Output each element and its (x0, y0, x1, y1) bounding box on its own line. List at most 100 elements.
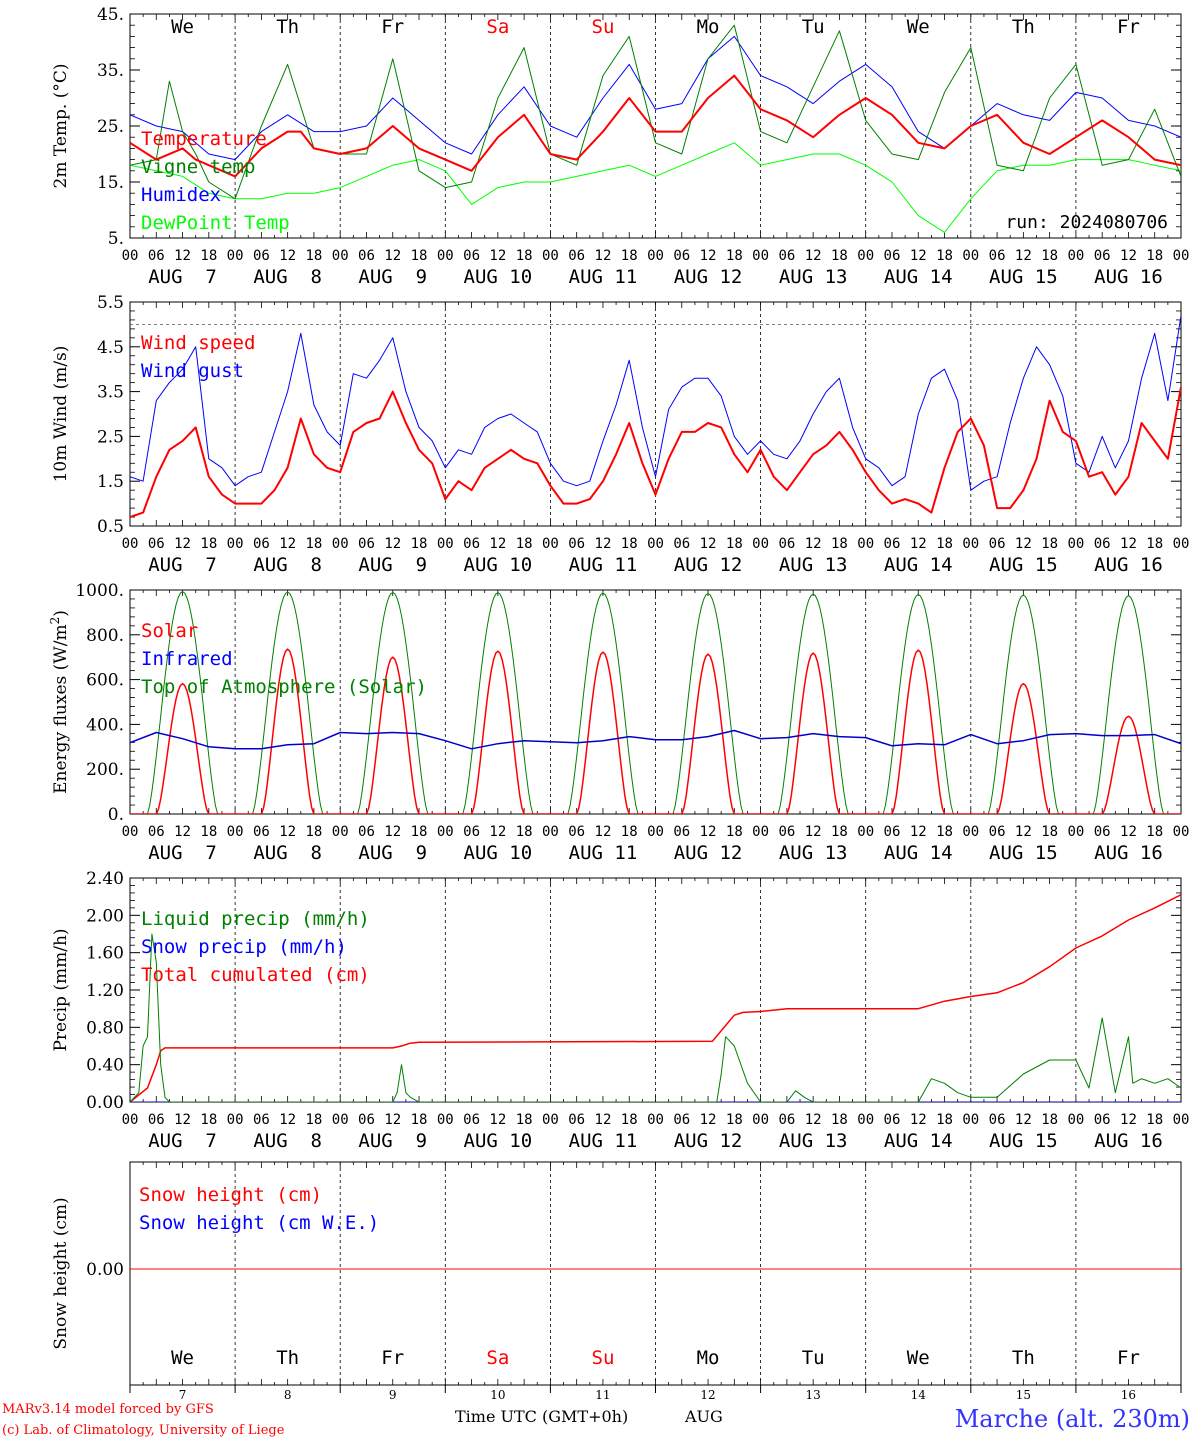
hour-tick-label: 12 (489, 536, 506, 552)
series-wind-speed (130, 386, 1181, 518)
hour-tick-label: 18 (305, 248, 322, 264)
hour-tick-label: 06 (1094, 536, 1111, 552)
date-label: AUG 16 (1094, 1130, 1163, 1152)
hour-tick-label: 06 (568, 824, 585, 840)
legend-entry: Vigne temp (141, 156, 255, 178)
hour-tick-label: 18 (1041, 1112, 1058, 1128)
hour-tick-label: 00 (122, 1112, 139, 1128)
y-tick-label: 2.40 (86, 869, 124, 889)
hour-tick-label: 00 (122, 248, 139, 264)
hour-tick-label: 12 (595, 536, 612, 552)
date-label: AUG 13 (779, 554, 848, 576)
y-tick-label: 0.5 (97, 517, 124, 537)
panel-precip: 0.00 0.40 0.80 1.20 1.60 2.00 2.40 Precip (mm/h… (51, 869, 1189, 1152)
hour-tick-label: 12 (489, 1112, 506, 1128)
hour-tick-label: 00 (962, 824, 979, 840)
hour-tick-label: 12 (910, 248, 927, 264)
hour-tick-label: 12 (910, 1112, 927, 1128)
hour-tick-label: 00 (437, 536, 454, 552)
hour-tick-label: 12 (1015, 536, 1032, 552)
date-label: AUG 9 (358, 554, 427, 576)
y-tick-label: 0.40 (86, 1056, 124, 1076)
hour-tick-label: 12 (910, 536, 927, 552)
y-tick-label: 5. (108, 229, 124, 249)
hour-tick-label: 00 (332, 824, 349, 840)
y-tick-label: 400. (86, 715, 124, 735)
hour-tick-label: 00 (437, 1112, 454, 1128)
panel-snow: 0.00 Snow height (cm) Snow height (cm) Snow… (51, 1161, 1182, 1402)
hour-tick-label: 12 (174, 248, 191, 264)
hour-tick-label: 00 (332, 1112, 349, 1128)
date-label: AUG 7 (148, 842, 217, 864)
y-axis-title: Snow height (cm) (51, 1197, 71, 1349)
hour-tick-label: 06 (463, 824, 480, 840)
hour-tick-label: 06 (568, 536, 585, 552)
weekday-label: Fr (381, 1347, 404, 1369)
date-label: AUG 7 (148, 554, 217, 576)
hour-tick-label: 18 (726, 824, 743, 840)
weekday-label: Tu (802, 1347, 825, 1369)
legend-entry: Solar (141, 620, 198, 642)
y-tick-label: 0.00 (86, 1093, 124, 1113)
hour-tick-label: 00 (962, 1112, 979, 1128)
date-label: AUG 15 (989, 554, 1058, 576)
hour-tick-label: 18 (831, 1112, 848, 1128)
hour-tick-label: 06 (884, 824, 901, 840)
date-label: AUG 7 (148, 266, 217, 288)
hour-tick-label: 06 (253, 1112, 270, 1128)
panel-wind: 0.5 1.5 2.5 3.5 4.5 5.5 10m Wind (m/s) Wind spe… (51, 293, 1189, 576)
hour-tick-label: 12 (1120, 824, 1137, 840)
series-total-cumulated-cm (130, 894, 1181, 1102)
legend-entry: Snow precip (mm/h) (141, 936, 347, 958)
hour-tick-label: 18 (411, 248, 428, 264)
hour-tick-label: 12 (489, 824, 506, 840)
date-label: AUG 8 (253, 266, 322, 288)
series-liquid-precip-mm-h (130, 933, 1181, 1102)
y-tick-label: 600. (86, 671, 124, 691)
date-label: AUG 15 (989, 1130, 1058, 1152)
hour-tick-label: 06 (778, 248, 795, 264)
date-label: AUG 16 (1094, 266, 1163, 288)
hour-tick-label: 18 (411, 824, 428, 840)
hour-tick-label: 12 (1015, 824, 1032, 840)
hour-tick-label: 06 (989, 824, 1006, 840)
date-label: AUG 11 (569, 1130, 638, 1152)
date-label: AUG 13 (779, 1130, 848, 1152)
y-tick-label: 2.5 (97, 427, 124, 447)
hour-tick-label: 18 (516, 824, 533, 840)
hour-tick-label: 00 (857, 824, 874, 840)
weekday-label: We (907, 1347, 930, 1369)
hour-tick-label: 00 (647, 536, 664, 552)
y-tick-label: 4.5 (97, 338, 124, 358)
date-label: AUG 11 (569, 266, 638, 288)
date-label: AUG 14 (884, 554, 953, 576)
hour-tick-label: 18 (305, 824, 322, 840)
day-number-label: 10 (490, 1388, 505, 1402)
legend-entry: Total cumulated (cm) (141, 964, 370, 986)
hour-tick-label: 00 (122, 536, 139, 552)
hour-tick-label: 12 (384, 248, 401, 264)
weekday-label: We (907, 16, 930, 38)
day-number-label: 12 (700, 1388, 715, 1402)
hour-tick-label: 18 (831, 824, 848, 840)
hour-tick-label: 00 (122, 824, 139, 840)
date-label: AUG 9 (358, 266, 427, 288)
hour-tick-label: 18 (1146, 248, 1163, 264)
date-label: AUG 13 (779, 842, 848, 864)
panel-energy: 0. 200. 400. 600. 800. 1000.Energy fluxes (W/… (48, 581, 1189, 864)
y-axis-title: Precip (mm/h) (51, 928, 71, 1051)
hour-tick-label: 06 (989, 536, 1006, 552)
hour-tick-label: 00 (227, 824, 244, 840)
hour-tick-label: 12 (279, 248, 296, 264)
hour-tick-label: 06 (148, 824, 165, 840)
hour-tick-label: 18 (411, 536, 428, 552)
hour-tick-label: 00 (332, 248, 349, 264)
y-tick-label: 0. (108, 805, 124, 825)
weekday-label: Th (1012, 1347, 1035, 1369)
hour-tick-label: 12 (910, 824, 927, 840)
hour-tick-label: 18 (1146, 536, 1163, 552)
y-tick-label: 5.5 (97, 293, 124, 313)
date-label: AUG 9 (358, 1130, 427, 1152)
series-infrared (130, 729, 1181, 750)
hour-tick-label: 00 (227, 248, 244, 264)
